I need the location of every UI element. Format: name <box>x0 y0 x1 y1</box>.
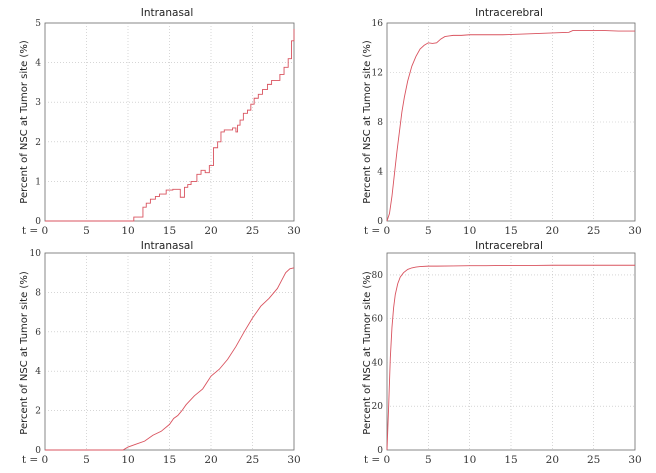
x-tick-label: 15 <box>163 454 176 466</box>
y-tick-label: 6 <box>35 328 41 338</box>
x-tick-label: 25 <box>246 454 259 466</box>
y-tick-label: 2 <box>35 138 41 148</box>
series-line <box>45 267 295 451</box>
x-tick-label: 5 <box>425 454 432 466</box>
panel-2-ylabel: Percent of NSC at Tumor site (%) <box>362 40 373 204</box>
panel-intracerebral-top: Intracerebral Percent of NSC at Tumor si… <box>362 7 543 204</box>
y-tick-label: 60 <box>372 315 384 325</box>
y-tick-label: 4 <box>35 367 41 377</box>
x-tick-label: t = 0 <box>364 454 390 466</box>
x-tick-label: 10 <box>121 454 134 466</box>
x-tick-label: t = 0 <box>22 454 48 466</box>
panel-1-title: Intranasal <box>141 7 194 19</box>
x-tick-label: 5 <box>425 225 432 237</box>
y-tick-label: 10 <box>30 249 42 259</box>
plot-frame <box>44 252 295 451</box>
y-tick-label: 20 <box>372 402 384 412</box>
x-tick-label: 25 <box>246 225 259 237</box>
y-tick-label: 0 <box>35 446 41 456</box>
x-tick-label: 30 <box>287 225 300 237</box>
y-tick-label: 0 <box>377 446 383 456</box>
panel-1-ylabel: Percent of NSC at Tumor site (%) <box>19 40 30 204</box>
y-tick-label: 0 <box>35 217 41 227</box>
panel-3-ylabel: Percent of NSC at Tumor site (%) <box>19 271 30 435</box>
y-tick-label: 5 <box>35 19 41 29</box>
x-tick-label: 15 <box>163 225 176 237</box>
x-tick-label: 10 <box>463 454 476 466</box>
panel-4-title: Intracerebral <box>475 240 543 252</box>
x-tick-label: 20 <box>546 225 559 237</box>
panel-intranasal-bottom: Intranasal Percent of NSC at Tumor site … <box>19 240 193 435</box>
x-tick-label: 5 <box>83 225 90 237</box>
y-tick-label: 3 <box>35 98 41 108</box>
panel-intracerebral-bottom: Intracerebral Percent of NSC at Tumor si… <box>362 240 543 435</box>
x-tick-label: 15 <box>504 454 517 466</box>
x-tick-label: 5 <box>83 454 90 466</box>
x-tick-label: 20 <box>204 454 217 466</box>
series-line <box>386 264 635 451</box>
x-tick-label: 25 <box>587 454 600 466</box>
x-tick-label: t = 0 <box>22 225 48 237</box>
x-tick-label: 30 <box>628 454 641 466</box>
y-tick-label: 8 <box>35 288 41 298</box>
y-tick-label: 0 <box>377 217 383 227</box>
plot-area-1: t = 0 5 10 15 20 25 30 0 1 2 3 4 5 <box>22 19 301 237</box>
series-line <box>386 29 635 222</box>
panel-intranasal-top: Intranasal Percent of NSC at Tumor site … <box>19 7 193 204</box>
x-tick-label: 30 <box>287 454 300 466</box>
x-tick-label: t = 0 <box>364 225 390 237</box>
x-tick-label: 15 <box>504 225 517 237</box>
y-tick-label: 40 <box>372 358 384 368</box>
y-tick-label: 4 <box>35 59 41 69</box>
x-tick-label: 20 <box>546 454 559 466</box>
panel-4-ylabel: Percent of NSC at Tumor site (%) <box>362 271 373 435</box>
x-tick-label: 10 <box>463 225 476 237</box>
y-tick-label: 4 <box>377 168 383 178</box>
plot-area-3: t = 0 5 10 15 20 25 30 0 2 4 6 8 10 <box>22 249 301 466</box>
x-tick-label: 25 <box>587 225 600 237</box>
plot-area-4: t = 0 5 10 15 20 25 30 0 20 40 60 80 <box>364 252 642 466</box>
plot-area-2: t = 0 5 10 15 20 25 30 0 4 8 12 16 <box>364 19 642 237</box>
y-tick-label: 8 <box>377 118 383 128</box>
y-tick-label: 2 <box>35 407 41 417</box>
y-tick-label: 1 <box>35 177 41 187</box>
panel-3-title: Intranasal <box>141 240 194 252</box>
y-tick-label: 80 <box>372 271 384 281</box>
x-tick-label: 20 <box>204 225 217 237</box>
x-tick-label: 30 <box>628 225 641 237</box>
y-tick-label: 16 <box>372 19 384 29</box>
panel-2-title: Intracerebral <box>475 7 543 19</box>
plot-frame <box>386 252 636 451</box>
x-tick-label: 10 <box>121 225 134 237</box>
y-tick-label: 12 <box>372 69 383 79</box>
series-line <box>45 28 295 222</box>
